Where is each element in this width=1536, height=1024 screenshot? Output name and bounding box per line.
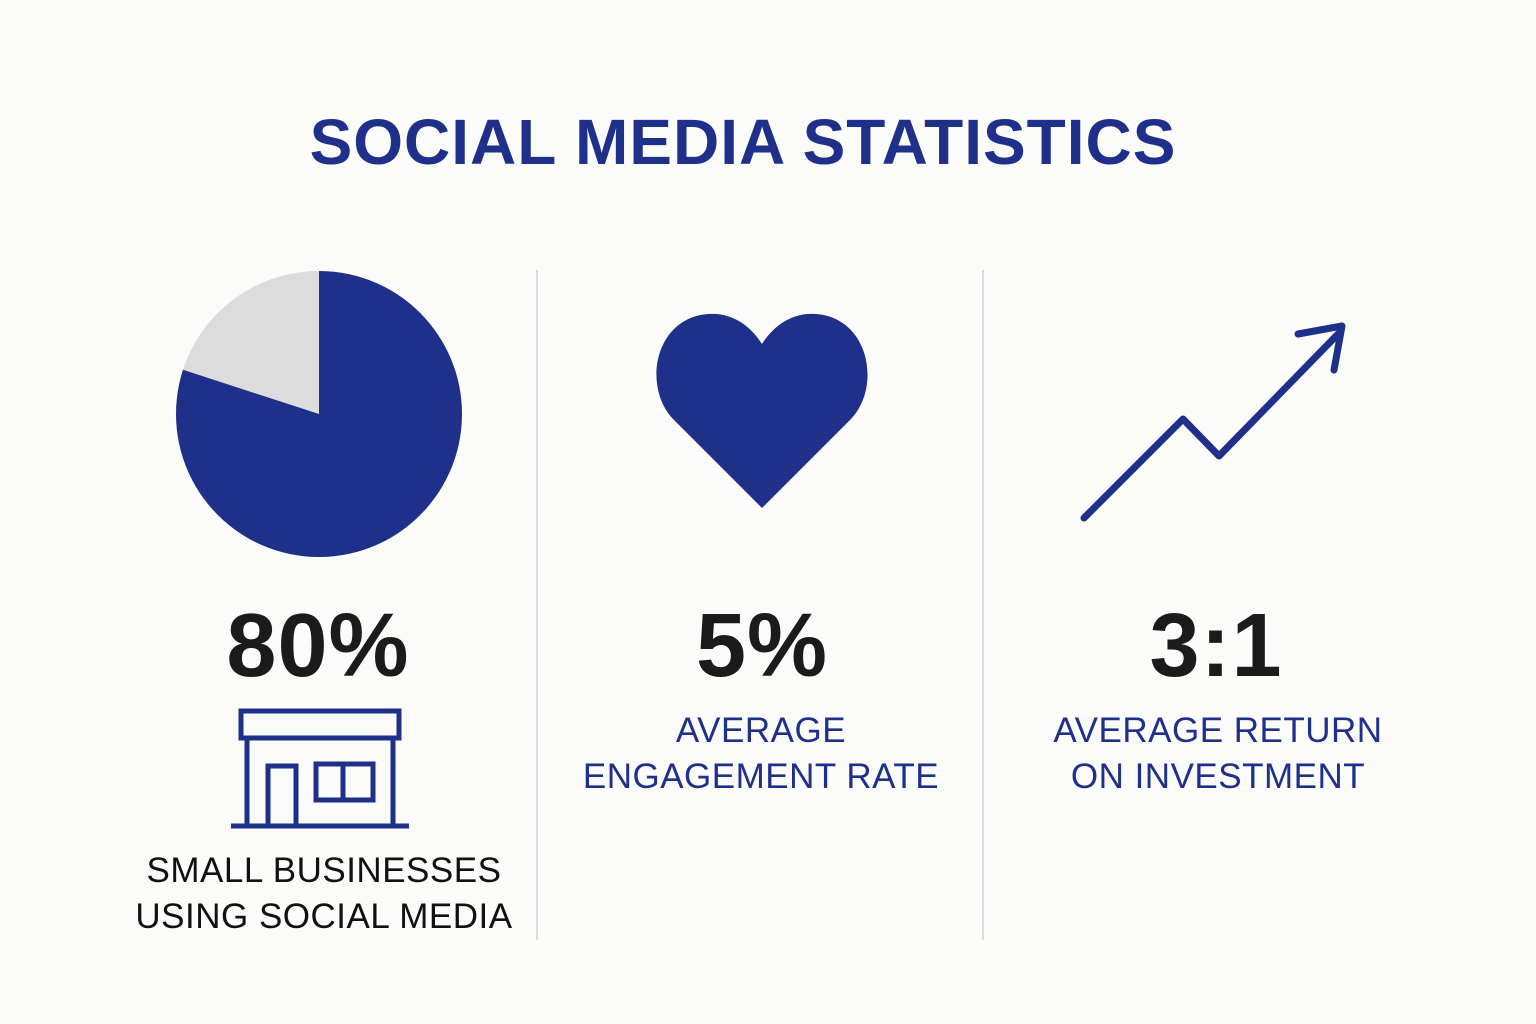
stat-label-line: ON INVESTMENT (1070, 757, 1366, 796)
stat-label-line: ENGAGEMENT RATE (582, 757, 940, 796)
stat-label: AVERAGE RETURN ON INVESTMENT (1006, 708, 1430, 800)
stat-label-line: SMALL BUSINESSES (146, 851, 502, 890)
stat-label: SMALL BUSINESSES USING SOCIAL MEDIA (124, 848, 524, 940)
stat-value: 5% (695, 596, 829, 696)
heart-icon (656, 313, 868, 508)
stat-label: AVERAGE ENGAGEMENT RATE (546, 708, 976, 800)
page-title: SOCIAL MEDIA STATISTICS (309, 106, 1177, 178)
column-divider (982, 270, 984, 940)
stat-value: 3:1 (1149, 596, 1283, 696)
stat-value: 80% (226, 596, 410, 696)
storefront-icon (231, 708, 409, 829)
column-divider (536, 270, 538, 940)
trend-up-arrow-icon (1080, 322, 1346, 522)
stat-label-line: AVERAGE RETURN (1053, 711, 1383, 750)
pie-chart-icon (176, 271, 463, 557)
pie-main-slice (176, 271, 463, 557)
stat-label-line: USING SOCIAL MEDIA (135, 897, 513, 936)
stat-label-line: AVERAGE (675, 711, 847, 750)
